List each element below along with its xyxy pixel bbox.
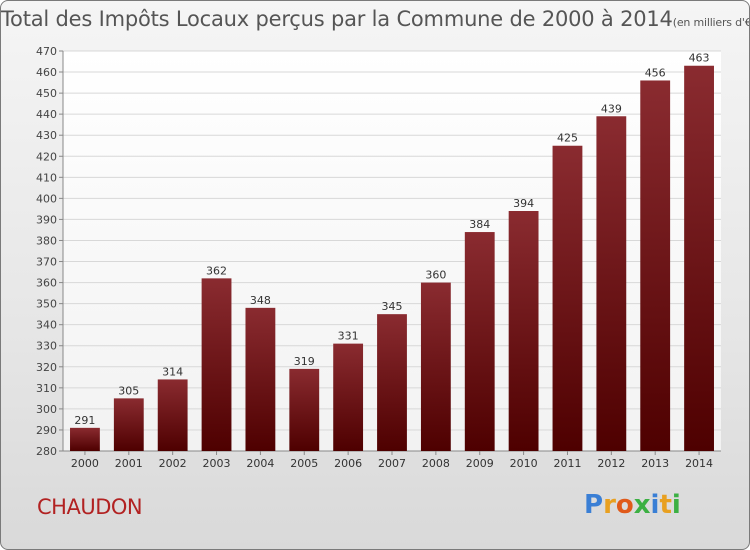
proxiti-logo: Proxiti (584, 490, 681, 520)
y-tick-label: 350 (36, 298, 57, 311)
bar-value-label: 319 (294, 355, 315, 368)
bar (201, 278, 232, 451)
y-tick-label: 460 (36, 66, 57, 79)
commune-name: CHAUDON (37, 495, 143, 519)
y-tick-label: 300 (36, 403, 57, 416)
bar (377, 314, 407, 451)
bar (333, 343, 364, 451)
y-tick-label: 330 (36, 340, 57, 353)
bar (289, 368, 320, 451)
y-tick-label: 310 (36, 382, 57, 395)
chart-title-main: Total des Impôts Locaux perçus par la Co… (1, 7, 673, 31)
y-tick-label: 380 (36, 234, 57, 247)
bar (596, 116, 627, 452)
bar-value-label: 345 (382, 300, 403, 313)
bar (508, 211, 539, 451)
x-tick-label: 2008 (422, 457, 450, 470)
bar-value-label: 314 (162, 365, 183, 378)
x-tick-label: 2005 (290, 457, 318, 470)
x-tick-label: 2014 (685, 457, 713, 470)
logo-letter: x (633, 490, 651, 520)
y-tick-label: 280 (36, 445, 57, 458)
bar-value-label: 456 (645, 66, 666, 79)
y-tick-label: 320 (36, 361, 57, 374)
bar (113, 398, 144, 451)
x-tick-label: 2013 (641, 457, 669, 470)
x-tick-label: 2006 (334, 457, 362, 470)
logo-letter: r (603, 490, 616, 520)
y-tick-label: 440 (36, 108, 57, 121)
bar-value-label: 362 (206, 264, 227, 277)
y-tick-label: 450 (36, 87, 57, 100)
bar-value-label: 348 (250, 294, 271, 307)
y-tick-label: 360 (36, 277, 57, 290)
x-tick-label: 2003 (203, 457, 231, 470)
bar-value-label: 291 (74, 414, 95, 427)
x-tick-label: 2004 (246, 457, 274, 470)
x-tick-label: 2001 (115, 457, 143, 470)
logo-letter: i (650, 490, 660, 520)
chart-title: Total des Impôts Locaux perçus par la Co… (1, 7, 750, 31)
y-tick-label: 430 (36, 129, 57, 142)
y-tick-label: 290 (36, 424, 57, 437)
bar-value-label: 384 (469, 218, 490, 231)
y-tick-label: 470 (36, 45, 57, 58)
bar (70, 427, 100, 451)
x-tick-label: 2007 (378, 457, 406, 470)
logo-letter: i (671, 490, 681, 520)
bar-value-label: 439 (601, 102, 622, 115)
x-tick-label: 2002 (159, 457, 187, 470)
bar-value-label: 425 (557, 132, 578, 145)
bar (420, 282, 451, 451)
y-tick-label: 390 (36, 213, 57, 226)
bar-value-label: 463 (689, 52, 710, 65)
logo-letter: t (659, 490, 672, 520)
bar (157, 379, 188, 451)
bar (464, 232, 495, 451)
bar (245, 307, 276, 451)
y-tick-label: 420 (36, 150, 57, 163)
y-tick-label: 410 (36, 171, 57, 184)
y-tick-label: 340 (36, 319, 57, 332)
bar-value-label: 394 (513, 197, 534, 210)
x-tick-label: 2010 (510, 457, 538, 470)
logo-letter: o (615, 490, 634, 520)
x-tick-label: 2012 (597, 457, 625, 470)
logo-letter: P (584, 490, 604, 520)
x-tick-label: 2011 (553, 457, 581, 470)
bar (552, 145, 583, 451)
y-tick-label: 370 (36, 256, 57, 269)
bar-value-label: 360 (425, 269, 446, 282)
y-tick-label: 400 (36, 192, 57, 205)
x-tick-label: 2000 (71, 457, 99, 470)
x-tick-label: 2009 (466, 457, 494, 470)
bar (640, 80, 671, 451)
bar-value-label: 331 (338, 330, 359, 343)
bar-value-label: 305 (118, 384, 139, 397)
bar (684, 65, 714, 451)
chart-title-unit: (en milliers d'€) (672, 16, 750, 29)
